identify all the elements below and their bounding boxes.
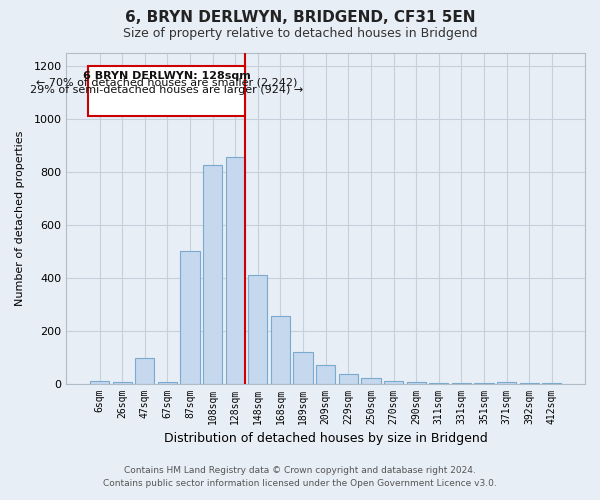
Bar — [542, 383, 562, 384]
Bar — [226, 157, 245, 384]
Bar — [158, 382, 177, 384]
Bar — [520, 383, 539, 384]
Bar — [293, 352, 313, 384]
Bar — [113, 382, 132, 384]
Text: 6, BRYN DERLWYN, BRIDGEND, CF31 5EN: 6, BRYN DERLWYN, BRIDGEND, CF31 5EN — [125, 10, 475, 25]
Y-axis label: Number of detached properties: Number of detached properties — [15, 130, 25, 306]
Text: 6 BRYN DERLWYN: 128sqm: 6 BRYN DERLWYN: 128sqm — [83, 70, 250, 81]
Bar — [361, 378, 380, 384]
Bar — [407, 382, 426, 384]
Text: Size of property relative to detached houses in Bridgend: Size of property relative to detached ho… — [123, 28, 477, 40]
Text: Contains HM Land Registry data © Crown copyright and database right 2024.
Contai: Contains HM Land Registry data © Crown c… — [103, 466, 497, 487]
X-axis label: Distribution of detached houses by size in Bridgend: Distribution of detached houses by size … — [164, 432, 488, 445]
FancyBboxPatch shape — [88, 66, 245, 116]
Bar — [429, 383, 448, 384]
Bar — [135, 358, 154, 384]
Bar — [497, 382, 516, 384]
Bar — [248, 275, 268, 384]
Bar — [90, 382, 109, 384]
Bar — [452, 383, 471, 384]
Bar — [338, 374, 358, 384]
Bar — [271, 316, 290, 384]
Bar — [181, 251, 200, 384]
Bar — [316, 365, 335, 384]
Bar — [384, 381, 403, 384]
Bar — [203, 165, 222, 384]
Text: ← 70% of detached houses are smaller (2,242): ← 70% of detached houses are smaller (2,… — [36, 78, 297, 88]
Text: 29% of semi-detached houses are larger (924) →: 29% of semi-detached houses are larger (… — [30, 85, 303, 95]
